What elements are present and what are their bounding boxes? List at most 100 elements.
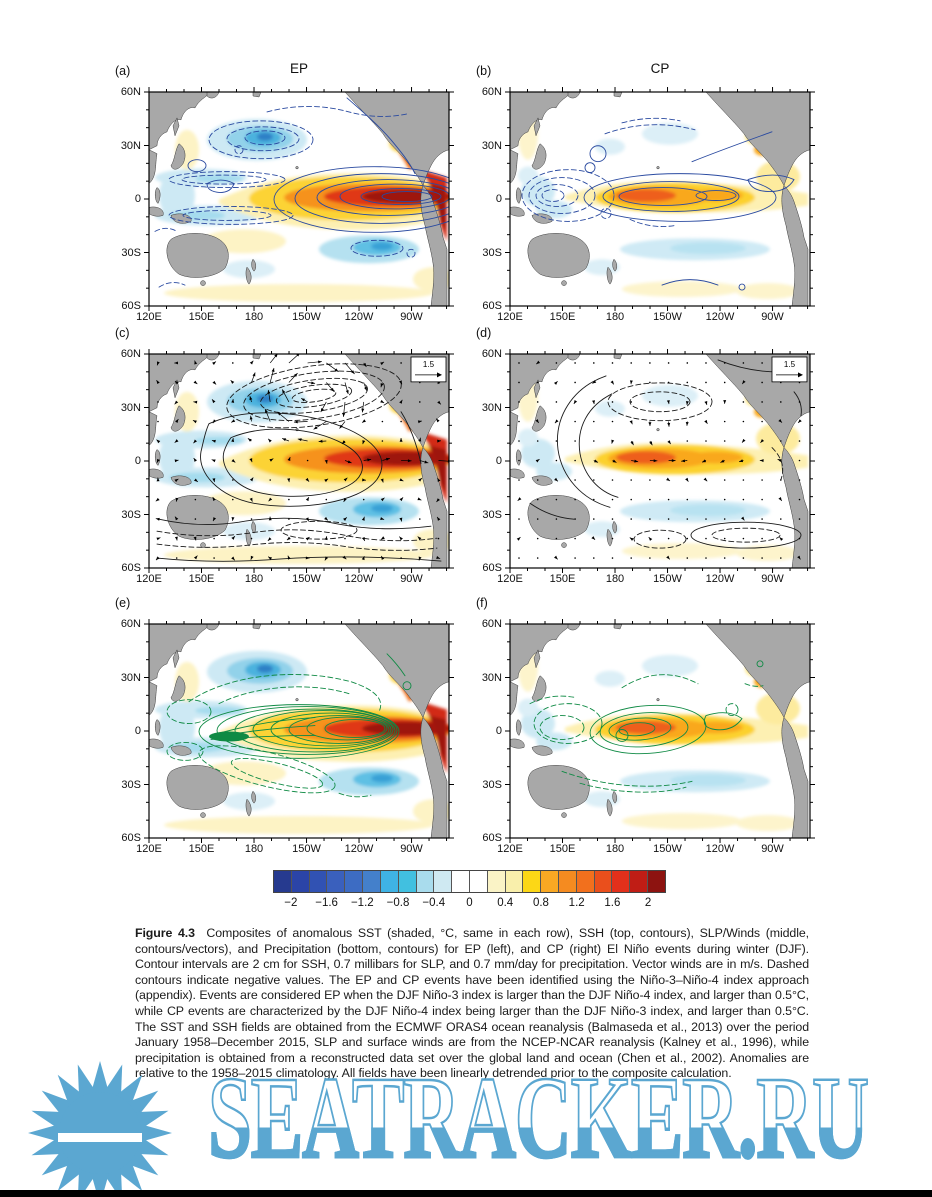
x-tick-label: 90W [761, 573, 784, 585]
x-tick-label: 120W [344, 843, 374, 855]
precip-contours [166, 653, 412, 798]
colorbar-tick-label: −0.4 [422, 897, 446, 909]
panel-d: (d) 60N 30N 0 30S 60S [476, 326, 815, 585]
y-tick-label: 30S [121, 778, 141, 791]
colorbar-cell [274, 871, 292, 892]
colorbar-cell [398, 871, 417, 892]
x-tick-label: 180 [605, 311, 625, 323]
y-tick-label: 30N [481, 401, 502, 414]
figure-caption-text: Composites of anomalous SST (shaded, °C,… [135, 926, 810, 1081]
ssh-contours [154, 97, 449, 288]
y-tick-label: 0 [495, 725, 502, 737]
colorbar-cell [434, 871, 453, 892]
colorbar-cell [648, 871, 665, 892]
map-precip-cp [505, 619, 815, 843]
y-tick-label: 30N [120, 401, 141, 414]
x-tick-label: 120E [136, 573, 162, 585]
x-axis-labels: 120E 150E 180 150W 120W 90W [497, 573, 810, 589]
x-tick-label: 180 [244, 843, 264, 855]
vector-scale-value: 1.5 [784, 360, 796, 369]
x-tick-label: 120E [136, 843, 162, 855]
colorbar-cell [327, 871, 346, 892]
x-tick-label: 150E [188, 843, 215, 855]
colorbar-tick-label: −1.6 [315, 897, 338, 909]
y-tick-label: 30N [481, 139, 502, 152]
x-tick-label: 180 [605, 843, 625, 855]
x-tick-label: 120E [497, 573, 523, 585]
x-axis-labels: 120E 150E 180 150W 120W 90W [497, 311, 810, 327]
vector-scale-value: 1.5 [423, 360, 435, 369]
map-ssh-ep [144, 87, 454, 311]
colorbar-cell [309, 871, 328, 892]
colorbar-cell [345, 871, 364, 892]
x-tick-label: 150W [653, 843, 682, 855]
colorbar-tick-label: 0.4 [497, 897, 514, 909]
y-tick-label: 60S [482, 300, 502, 312]
colorbar-tick-label: 2 [644, 897, 652, 909]
x-tick-label: 90W [400, 311, 423, 323]
colorbar-cell [291, 871, 310, 892]
x-tick-label: 150W [292, 843, 321, 855]
x-tick-label: 150W [653, 311, 682, 323]
colorbar-cell [523, 871, 542, 892]
y-tick-label: 60N [120, 348, 141, 360]
x-tick-label: 150W [292, 573, 321, 585]
panel-letter: (a) [115, 64, 131, 78]
slp-contours [529, 359, 802, 549]
colorbar-cell [612, 871, 631, 892]
x-tick-label: 90W [761, 311, 784, 323]
colorbar-cell [541, 871, 559, 892]
figure-caption: Figure 4.3 Composites of anomalous SST (… [135, 926, 809, 1082]
colorbar-cell [505, 871, 524, 892]
y-tick-label: 60N [481, 86, 502, 98]
panel-c: (c) 60N 30N 0 30S 60S [115, 326, 454, 585]
colorbar-cell [487, 871, 506, 892]
x-tick-label: 120W [344, 573, 374, 585]
x-tick-label: 150E [188, 573, 215, 585]
scale-arrow-icon [437, 372, 442, 378]
y-tick-label: 30N [120, 671, 141, 684]
y-tick-label: 0 [495, 193, 502, 205]
map-precip-ep [144, 619, 454, 843]
y-tick-label: 30S [121, 246, 141, 259]
figure-caption-label: Figure 4.3 [135, 926, 195, 940]
scale-arrow-icon [798, 372, 803, 378]
colorbar-tick-label: 0 [466, 897, 473, 909]
panel-letter: (d) [476, 326, 492, 340]
y-tick-label: 60S [121, 832, 141, 844]
colorbar-tick-label: 0.8 [532, 897, 549, 909]
x-axis-labels: 120E 150E 180 150W 120W 90W [136, 573, 449, 589]
map-ssh-cp [505, 87, 815, 311]
x-tick-label: 120E [497, 311, 523, 323]
x-axis-labels: 120E 150E 180 150W 120W 90W [497, 843, 810, 859]
x-tick-label: 150E [549, 843, 576, 855]
ssh-contours [521, 117, 795, 291]
colorbar-cell [594, 871, 613, 892]
x-tick-label: 90W [400, 573, 423, 585]
panel-e: (e) 60N 30N 0 30S 60S [115, 596, 454, 855]
sun-logo-icon [28, 1061, 172, 1197]
colorbar-cell [452, 871, 470, 892]
panel-letter: (b) [476, 64, 492, 78]
x-tick-label: 150W [653, 573, 682, 585]
map-slp-winds-ep: 1.5 [144, 349, 454, 573]
panel-letter: (c) [115, 326, 130, 340]
y-tick-label: 60S [121, 300, 141, 312]
y-tick-label: 0 [134, 725, 141, 737]
y-tick-label: 60N [481, 618, 502, 630]
colorbar-cell [380, 871, 399, 892]
slp-contours [156, 363, 442, 562]
y-tick-label: 60S [121, 562, 141, 574]
colorbar-tick-labels: −2 −1.6 −1.2 −0.8 −0.4 0 0.4 0.8 1.2 1.6 2 [273, 897, 666, 912]
colorbar-tick-label: −1.2 [350, 897, 374, 909]
x-tick-label: 120W [705, 573, 735, 585]
colorbar-tick-label: −2 [284, 897, 298, 909]
y-tick-label: 60N [120, 86, 141, 98]
colorbar-tick-label: 1.2 [568, 897, 585, 909]
x-axis-labels: 120E 150E 180 150W 120W 90W [136, 311, 449, 327]
colorbar-cell [576, 871, 595, 892]
colorbar-cell [363, 871, 381, 892]
y-tick-label: 30S [482, 508, 502, 521]
y-tick-label: 60N [481, 348, 502, 360]
y-tick-label: 60S [482, 562, 502, 574]
